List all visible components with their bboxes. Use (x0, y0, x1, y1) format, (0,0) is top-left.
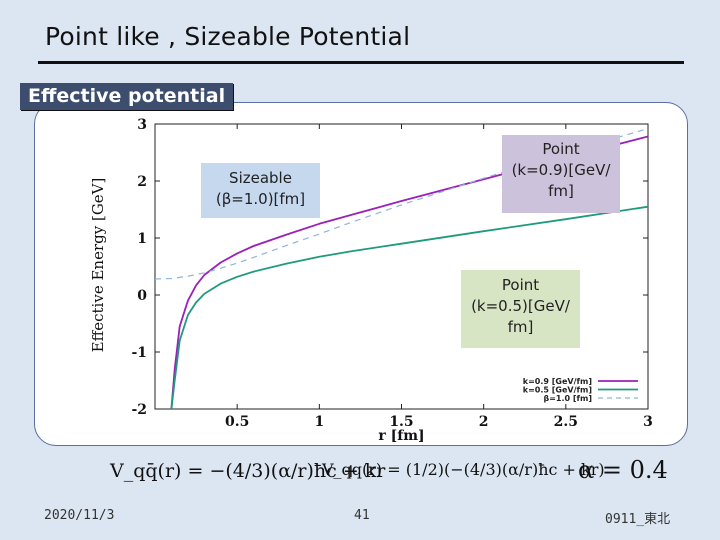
callout-point-k09-line: Point (542, 140, 580, 158)
x-tick-label: 1 (314, 414, 324, 430)
footer-right-label: 0911_東北 (605, 512, 671, 527)
series-line-2 (170, 205, 648, 409)
callout-point-k09-line: fm] (548, 182, 574, 200)
callout-point-k05-line: fm] (507, 318, 534, 336)
x-tick-label: 3 (643, 414, 653, 430)
y-tick-label: -1 (131, 345, 147, 361)
callout-point-k05: Point (k=0.5)[GeV/ fm] (461, 270, 580, 348)
footer-date: 2020/11/3 (44, 508, 115, 523)
series-line-1 (170, 135, 648, 409)
formula-point-potential: V_qq̄(r) = −(4/3)(α/r)ħc + kr (110, 460, 386, 482)
callout-point-k09-line: (k=0.9)[GeV/ (511, 161, 611, 179)
callout-point-k05-line: (k=0.5)[GeV/ (471, 297, 570, 315)
slide-title: Point like , Sizeable Potential (45, 22, 411, 51)
callout-sizeable-line: Sizeable (229, 169, 292, 187)
formula-sizeable-potential: V_qq(r) = (1/2)(−(4/3)(α/r)ħc + kr) (322, 460, 605, 479)
y-tick-label: 1 (137, 231, 147, 247)
callout-sizeable-line: (β=1.0)[fm] (215, 190, 306, 208)
x-axis-label: r [fm] (378, 428, 424, 444)
section-label: Effective potential (20, 83, 234, 110)
y-tick-label: 0 (137, 288, 147, 304)
legend-label: k=0.5 [GeV/fm] (523, 386, 592, 395)
y-tick-label: -2 (131, 402, 147, 418)
y-axis-label: Effective Energy [GeV] (89, 178, 107, 353)
y-tick-label: 3 (137, 117, 147, 133)
legend-label: k=0.9 [GeV/fm] (523, 377, 592, 386)
x-tick-label: 1.5 (389, 414, 413, 430)
title-rule (38, 61, 684, 64)
callout-point-k05-line: Point (501, 276, 540, 294)
x-tick-label: 0.5 (225, 414, 249, 430)
x-tick-label: 2.5 (554, 414, 578, 430)
callout-point-k09: Point (k=0.9)[GeV/ fm] (502, 135, 620, 213)
callout-sizeable: Sizeable (β=1.0)[fm] (201, 163, 320, 218)
formula-alpha: α = 0.4 (578, 456, 668, 484)
y-tick-label: 2 (137, 174, 147, 190)
series-line-3 (155, 128, 648, 280)
x-tick-label: 2 (479, 414, 489, 430)
footer-page-number: 41 (354, 508, 370, 523)
legend-label: β=1.0 [fm] (543, 394, 592, 403)
